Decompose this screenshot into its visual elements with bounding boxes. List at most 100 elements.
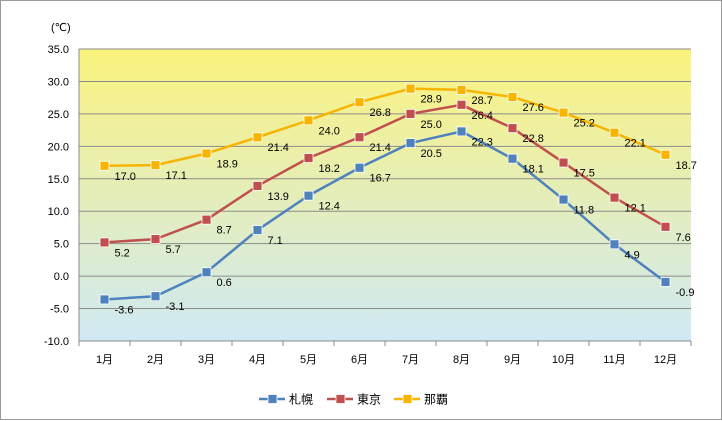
data-label: 5.7 — [166, 244, 181, 256]
x-tick-label: 3月 — [198, 354, 215, 366]
data-point — [201, 267, 212, 278]
data-point — [405, 108, 416, 119]
legend-marker — [402, 394, 413, 404]
x-tick-label: 5月 — [300, 354, 317, 366]
legend-label: 東京 — [357, 393, 381, 407]
data-label: -3.6 — [115, 304, 134, 316]
data-point — [609, 192, 620, 203]
series-line — [104, 87, 666, 168]
data-point — [660, 221, 671, 232]
series — [99, 83, 671, 305]
series-line — [104, 103, 667, 244]
data-point — [558, 157, 569, 168]
x-tick-label: 1月 — [96, 354, 113, 366]
data-point — [150, 234, 161, 245]
data-label: 28.7 — [472, 95, 493, 107]
data-labels: -3.6 -3.1 0.6 7.1 12.4 16.7 20.5 22.3 18.1 11.8 4.… — [115, 94, 697, 317]
data-label: 24.0 — [319, 125, 340, 137]
data-point — [99, 237, 110, 248]
data-point — [252, 181, 263, 191]
data-point — [507, 153, 518, 164]
data-label: 13.9 — [268, 191, 289, 203]
data-label: -0.9 — [676, 287, 695, 299]
x-tick-label: 7月 — [402, 354, 419, 366]
data-label: 26.8 — [370, 107, 391, 119]
data-label: 18.2 — [319, 163, 340, 175]
data-label: 28.9 — [421, 94, 442, 106]
y-tick-label: 10.0 — [48, 206, 69, 218]
y-tick-label: 20.0 — [48, 141, 69, 153]
data-label: 27.6 — [523, 102, 544, 114]
data-label: 17.5 — [574, 168, 595, 180]
data-label: 22.1 — [625, 138, 646, 150]
y-axis-unit: (℃) — [51, 22, 71, 34]
data-label: 25.0 — [421, 119, 442, 131]
y-tick-label: -10.0 — [44, 336, 69, 348]
data-label: 25.2 — [574, 118, 595, 130]
data-point — [456, 84, 467, 95]
x-tick-label: 2月 — [147, 354, 164, 366]
data-label: 5.2 — [115, 247, 130, 259]
x-tick-label: 6月 — [351, 354, 368, 366]
data-label: 22.3 — [472, 136, 493, 148]
x-tick-label: 4月 — [249, 354, 266, 366]
legend: 札幌 東京 那覇 — [259, 392, 448, 407]
plot-area — [79, 49, 691, 341]
data-label: 17.0 — [115, 171, 136, 183]
data-point — [558, 194, 569, 205]
y-tick-label: 5.0 — [54, 239, 69, 251]
data-label: 8.7 — [217, 225, 232, 237]
data-point — [507, 123, 518, 134]
data-label: 11.8 — [574, 205, 595, 217]
y-tick-label: -5.0 — [50, 304, 69, 316]
data-point — [303, 115, 314, 126]
data-label: 22.8 — [523, 133, 544, 145]
data-label: 18.7 — [676, 160, 697, 172]
data-point — [303, 153, 314, 163]
y-tick-label: 30.0 — [48, 76, 69, 88]
data-point — [507, 92, 518, 102]
data-label: 18.9 — [217, 158, 238, 170]
data-point — [354, 162, 365, 173]
data-point — [456, 126, 467, 137]
x-tick-label: 10月 — [552, 354, 575, 366]
data-point — [660, 277, 671, 287]
data-point — [252, 225, 263, 235]
data-point — [354, 97, 365, 108]
y-tick-label: 0.0 — [54, 271, 69, 283]
legend-label: 那覇 — [424, 393, 448, 407]
data-label: 17.1 — [166, 170, 187, 182]
data-point — [609, 239, 620, 250]
data-point — [99, 160, 110, 171]
data-label: 12.1 — [625, 203, 646, 215]
y-tick-label: 15.0 — [48, 174, 69, 186]
x-tick-label: 9月 — [504, 354, 521, 366]
legend-label: 札幌 — [289, 392, 313, 407]
data-label: 0.6 — [217, 277, 232, 289]
data-point — [354, 132, 365, 143]
data-point — [99, 294, 110, 305]
legend-marker — [267, 394, 278, 404]
y-tick-label: 35.0 — [48, 44, 69, 56]
data-label: 16.7 — [370, 173, 391, 185]
data-point — [150, 291, 161, 302]
data-point — [456, 99, 467, 110]
data-label: 20.5 — [421, 148, 442, 160]
data-label: 21.4 — [370, 142, 391, 154]
data-label: 21.4 — [268, 142, 289, 154]
data-label: 12.4 — [319, 201, 340, 213]
data-point — [660, 149, 671, 160]
x-tick-label: 11月 — [603, 354, 625, 366]
y-tick-label: 25.0 — [48, 109, 69, 121]
data-label: 26.4 — [472, 110, 493, 122]
data-label: 4.9 — [625, 249, 640, 261]
x-tick-label: 12月 — [654, 354, 677, 366]
data-point — [405, 138, 416, 148]
data-label: 18.1 — [523, 164, 544, 176]
data-point — [150, 160, 161, 171]
data-point — [201, 214, 212, 225]
data-point — [252, 132, 263, 143]
series-line — [104, 130, 667, 301]
